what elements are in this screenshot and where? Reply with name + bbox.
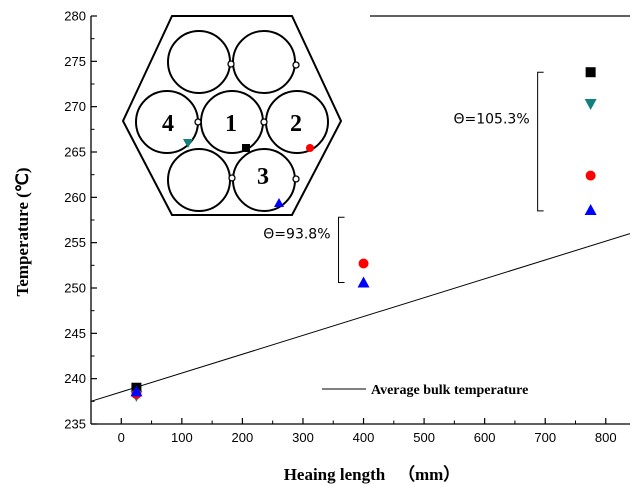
- bulk-temperature-line: [90, 233, 630, 402]
- wire-spacer: [292, 175, 300, 183]
- y-tick-label: 280: [64, 9, 86, 24]
- y-tick-label: 250: [64, 281, 86, 296]
- legend: Average bulk temperature: [322, 383, 528, 398]
- x-tick-label: 0: [118, 430, 125, 445]
- y-tick-label: 245: [64, 326, 86, 341]
- wire-spacer: [260, 118, 268, 126]
- annotation-label: Θ=93.8%: [263, 226, 330, 242]
- rod-label: 2: [290, 111, 302, 137]
- annotation-label: Θ=105.3%: [453, 112, 529, 128]
- x-tick-label: 200: [232, 430, 254, 445]
- annotation-bracket: [338, 216, 345, 284]
- y-tick-label: 265: [64, 145, 86, 160]
- fuel-rod: [167, 148, 231, 212]
- wire-spacer: [227, 60, 235, 68]
- y-tick-label: 240: [64, 371, 86, 386]
- triangle-up-point: [584, 204, 597, 216]
- x-tick-label: 100: [171, 430, 193, 445]
- x-tick-label: 800: [595, 430, 617, 445]
- y-axis-title: Temperature (℃): [13, 167, 32, 296]
- triangle-down-point: [584, 98, 597, 110]
- rod-label: 4: [162, 111, 174, 137]
- wire-spacer: [292, 61, 300, 69]
- annotations: Θ=105.3% Θ=93.8%: [263, 71, 544, 284]
- legend-label: Average bulk temperature: [371, 383, 528, 398]
- fuel-rod: [232, 30, 296, 94]
- annotation-bracket: [537, 71, 544, 212]
- circle-point: [358, 258, 369, 269]
- square-inset-marker: [242, 144, 250, 152]
- y-tick-label: 270: [64, 99, 86, 114]
- wire-spacer: [194, 118, 202, 126]
- x-tick-label: 600: [474, 430, 496, 445]
- data-points: [130, 67, 597, 402]
- rod-label: 1: [225, 111, 237, 137]
- x-tick-label: 700: [534, 430, 556, 445]
- inset-rod-bundle-diagram: 4 1 2 3: [121, 15, 343, 216]
- square-point: [585, 67, 596, 78]
- fuel-rod: [167, 30, 231, 94]
- y-tick-label: 275: [64, 54, 86, 69]
- circle-inset-marker: [306, 144, 314, 152]
- wire-spacer: [228, 174, 236, 182]
- triangle-up-point: [357, 276, 370, 288]
- x-tick-label: 400: [353, 430, 375, 445]
- circle-point: [585, 170, 596, 181]
- y-tick-label: 235: [64, 417, 86, 432]
- y-tick-label: 260: [64, 190, 86, 205]
- bulk-temperature-line-group: [90, 233, 630, 402]
- triangle-down-inset-marker: [183, 139, 193, 148]
- x-axis-title: Heaing length （mm）: [284, 464, 461, 484]
- triangle-up-point: [130, 385, 143, 397]
- triangle-up-inset-marker: [274, 198, 284, 207]
- x-tick-label: 300: [292, 430, 314, 445]
- y-tick-label: 255: [64, 235, 86, 250]
- rod-label: 3: [257, 164, 269, 190]
- x-tick-label: 500: [413, 430, 435, 445]
